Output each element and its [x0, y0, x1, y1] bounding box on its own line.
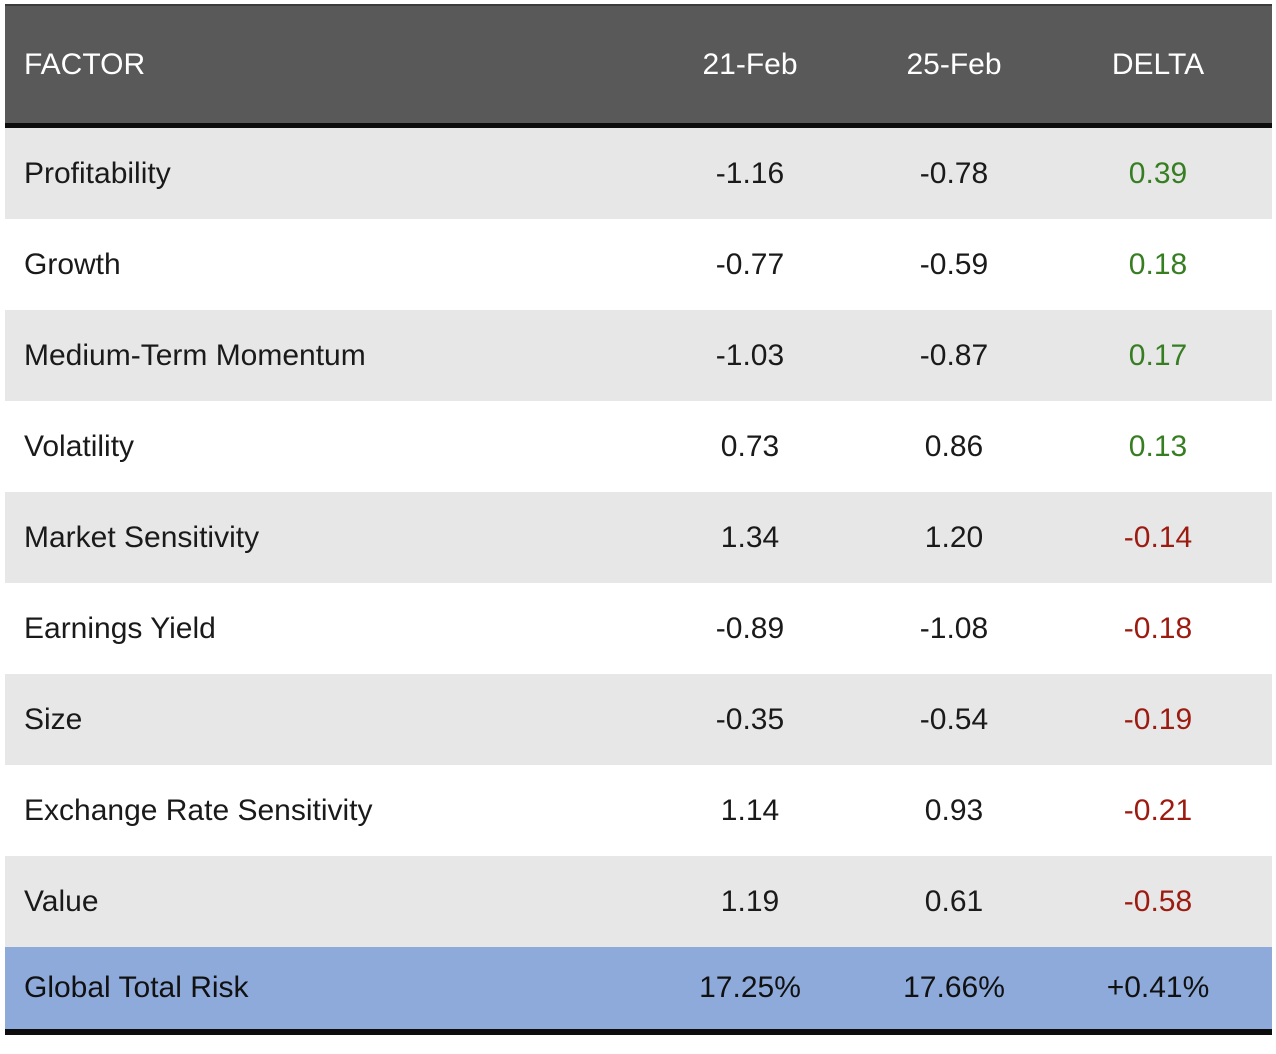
- table-row: Volatility 0.73 0.86 0.13: [5, 401, 1272, 492]
- column-header-factor: FACTOR: [24, 47, 146, 81]
- value-21feb: 1.14: [720, 793, 780, 827]
- value-21feb: 1.34: [720, 520, 780, 554]
- factor-risk-table: FACTOR 21-Feb 25-Feb DELTA Profitability…: [5, 4, 1272, 1035]
- value-21feb: 0.73: [720, 429, 780, 463]
- value-21feb: 1.19: [720, 884, 780, 918]
- value-21feb: -0.35: [715, 702, 785, 736]
- factor-name: Exchange Rate Sensitivity: [24, 793, 373, 827]
- table-row: Market Sensitivity 1.34 1.20 -0.14: [5, 492, 1272, 583]
- delta-value: 0.39: [1128, 156, 1188, 190]
- factor-name: Value: [24, 884, 99, 918]
- delta-value: -0.18: [1123, 611, 1193, 645]
- total-value-25feb: 17.66%: [903, 971, 1005, 1004]
- factor-name: Size: [24, 702, 83, 736]
- table-row: Exchange Rate Sensitivity 1.14 0.93 -0.2…: [5, 765, 1272, 856]
- value-25feb: 0.93: [924, 793, 984, 827]
- factor-name: Volatility: [24, 429, 135, 463]
- value-25feb: 0.61: [924, 884, 984, 918]
- factor-name: Medium-Term Momentum: [24, 338, 366, 372]
- table-row: Value 1.19 0.61 -0.58: [5, 856, 1272, 947]
- factor-name: Growth: [24, 247, 121, 281]
- value-21feb: -1.03: [715, 338, 785, 372]
- value-25feb: -0.87: [919, 338, 989, 372]
- delta-value: 0.13: [1128, 429, 1188, 463]
- table-row: Medium-Term Momentum -1.03 -0.87 0.17: [5, 310, 1272, 401]
- total-row-label: Global Total Risk: [24, 971, 249, 1004]
- total-value-21feb: 17.25%: [699, 971, 801, 1004]
- delta-value: -0.58: [1123, 884, 1193, 918]
- delta-value: 0.18: [1128, 247, 1188, 281]
- column-header-delta: DELTA: [1111, 47, 1205, 81]
- value-21feb: -0.89: [715, 611, 785, 645]
- column-header-25feb: 25-Feb: [906, 47, 1002, 81]
- delta-value: -0.19: [1123, 702, 1193, 736]
- table-header-row: FACTOR 21-Feb 25-Feb DELTA: [5, 4, 1272, 128]
- delta-value: 0.17: [1128, 338, 1188, 372]
- total-risk-row: Global Total Risk 17.25% 17.66% +0.41%: [5, 947, 1272, 1035]
- factor-name: Profitability: [24, 156, 171, 190]
- value-25feb: 1.20: [924, 520, 984, 554]
- total-delta-value: +0.41%: [1106, 971, 1210, 1004]
- delta-value: -0.14: [1123, 520, 1193, 554]
- value-25feb: 0.86: [924, 429, 984, 463]
- column-header-21feb: 21-Feb: [702, 47, 798, 81]
- table-row: Earnings Yield -0.89 -1.08 -0.18: [5, 583, 1272, 674]
- value-21feb: -0.77: [715, 247, 785, 281]
- factor-name: Earnings Yield: [24, 611, 216, 645]
- value-25feb: -0.59: [919, 247, 989, 281]
- value-21feb: -1.16: [715, 156, 785, 190]
- value-25feb: -0.54: [919, 702, 989, 736]
- value-25feb: -1.08: [919, 611, 989, 645]
- delta-value: -0.21: [1123, 793, 1193, 827]
- table-row: Growth -0.77 -0.59 0.18: [5, 219, 1272, 310]
- table-body: Profitability -1.16 -0.78 0.39 Growth -0…: [5, 128, 1272, 947]
- factor-name: Market Sensitivity: [24, 520, 260, 554]
- table-row: Size -0.35 -0.54 -0.19: [5, 674, 1272, 765]
- table-row: Profitability -1.16 -0.78 0.39: [5, 128, 1272, 219]
- value-25feb: -0.78: [919, 156, 989, 190]
